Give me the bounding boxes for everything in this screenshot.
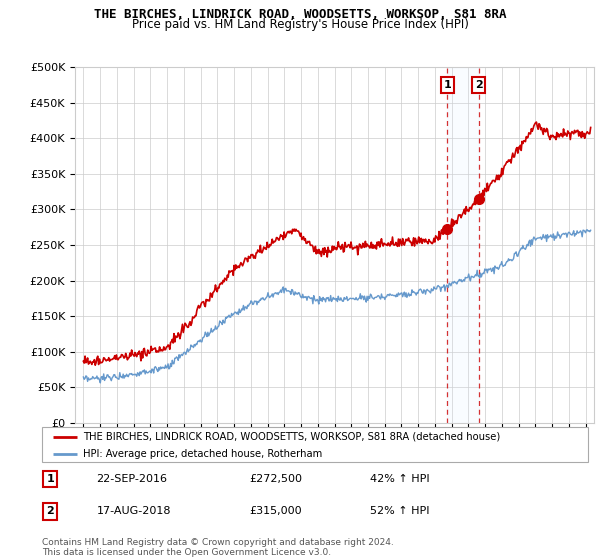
Text: £272,500: £272,500 — [250, 474, 302, 484]
Text: Contains HM Land Registry data © Crown copyright and database right 2024.
This d: Contains HM Land Registry data © Crown c… — [42, 538, 394, 557]
Text: £315,000: £315,000 — [250, 506, 302, 516]
Text: 1: 1 — [46, 474, 54, 484]
Text: 1: 1 — [443, 80, 451, 90]
Bar — [447, 67, 479, 423]
Text: 2: 2 — [475, 80, 482, 90]
Text: 52% ↑ HPI: 52% ↑ HPI — [370, 506, 429, 516]
Text: HPI: Average price, detached house, Rotherham: HPI: Average price, detached house, Roth… — [83, 449, 322, 459]
Text: THE BIRCHES, LINDRICK ROAD, WOODSETTS, WORKSOP, S81 8RA (detached house): THE BIRCHES, LINDRICK ROAD, WOODSETTS, W… — [83, 432, 500, 442]
Text: THE BIRCHES, LINDRICK ROAD, WOODSETTS, WORKSOP, S81 8RA: THE BIRCHES, LINDRICK ROAD, WOODSETTS, W… — [94, 8, 506, 21]
Text: 2: 2 — [46, 506, 54, 516]
Text: 42% ↑ HPI: 42% ↑ HPI — [370, 474, 429, 484]
Text: Price paid vs. HM Land Registry's House Price Index (HPI): Price paid vs. HM Land Registry's House … — [131, 18, 469, 31]
Text: 22-SEP-2016: 22-SEP-2016 — [97, 474, 167, 484]
Text: 17-AUG-2018: 17-AUG-2018 — [97, 506, 171, 516]
